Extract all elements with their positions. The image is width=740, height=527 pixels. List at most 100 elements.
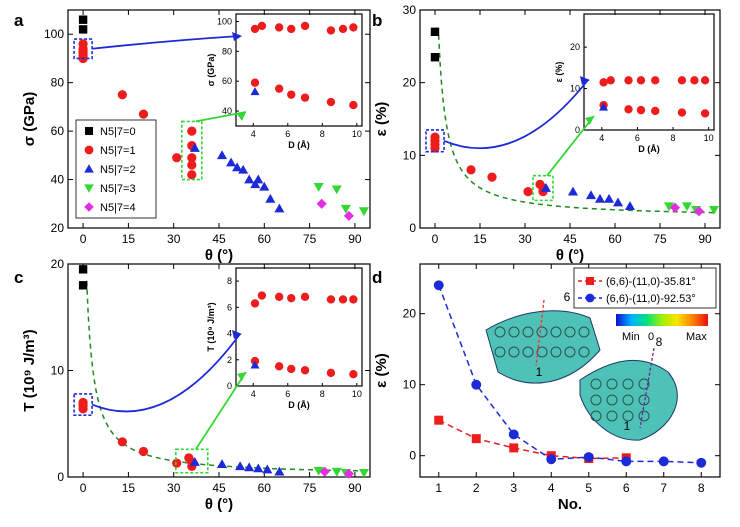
panel-a-inset-ylabel: σ (GPa) <box>206 54 216 87</box>
panel-c-point <box>262 464 273 474</box>
panel-c-x-tick-label: 0 <box>80 481 87 495</box>
legend-label: N5|7=1 <box>100 145 136 157</box>
panel-c-inset-y-tick-label: 6 <box>227 302 232 312</box>
panel-a-point <box>274 203 285 213</box>
panel-c-inset-y-tick-label: 0 <box>227 381 232 391</box>
panel-c-point <box>274 466 285 476</box>
panel-c-inset-y-tick-label: 4 <box>227 329 232 339</box>
panel-a-x-tick-label: 60 <box>258 232 272 246</box>
panel-a-letter: a <box>14 11 24 30</box>
legend-label: N5|7=0 <box>100 126 136 138</box>
panel-a-x-tick-label: 0 <box>80 232 87 246</box>
panel-b-x-tick-label: 60 <box>608 232 622 246</box>
panel-a-point <box>78 25 88 34</box>
panel-a-xlabel: θ (°) <box>205 247 233 264</box>
panel-a-arrowhead-blue <box>232 32 242 41</box>
panel-a-point <box>259 181 270 191</box>
panel-c-ylabel: T (10⁹ J/m³) <box>21 329 38 411</box>
panel-a-point <box>340 204 351 214</box>
panel-a-series-1 <box>78 39 197 180</box>
panel-a-inset-point <box>300 21 310 31</box>
panel-b-point <box>585 190 597 200</box>
panel-a-inset-point <box>250 87 260 96</box>
panel-b-inset-point <box>677 76 687 85</box>
panel-c-point <box>244 462 255 472</box>
legend-marker <box>84 184 94 193</box>
panel-d-x-tick-label: 1 <box>435 481 442 495</box>
panel-c-point <box>343 468 354 479</box>
nanotube-hexagon <box>622 394 634 406</box>
panel-b-inset-point <box>651 106 660 116</box>
nanotube-hexagon <box>508 346 520 358</box>
panel-a-legend: N5|7=0 N5|7=1 N5|7=2 N5|7=3 N5|7=4 <box>75 119 157 219</box>
panel-b-y-tick-label: 0 <box>409 221 416 235</box>
panel-a-point <box>216 150 228 160</box>
panel-d-point <box>434 415 444 425</box>
panel-a-arrow-green <box>195 111 247 123</box>
annotation-6: 6 <box>564 290 571 304</box>
panel-c-point <box>313 466 324 476</box>
panel-b-point <box>430 143 440 153</box>
panel-a-series-4 <box>316 198 354 221</box>
panel-c-inset-y-tick-label: 8 <box>227 276 232 286</box>
panel-c-inset-ylabel: T (10⁹ J/m³) <box>206 302 216 351</box>
panel-b-point <box>430 53 440 62</box>
panel-c-point <box>319 466 330 477</box>
panel-c-point <box>189 457 200 466</box>
panel-b-arrow-blue <box>443 79 589 150</box>
panel-a-inset-y-tick-label: 60 <box>222 76 232 86</box>
nanotube-hexagon <box>508 326 520 338</box>
panel-a-inset: 4 6 8 10 40 60 80 100 D (Å) σ (GPa) <box>206 13 363 150</box>
panel-b-inset-point <box>690 76 699 85</box>
panel-b-inset-point <box>677 108 687 117</box>
panel-b-inset-y-tick-label: 10 <box>570 84 580 94</box>
panel-c-arrowhead-blue <box>232 330 242 339</box>
panel-c-point <box>138 446 149 457</box>
panel-b-point <box>603 193 615 203</box>
panel-d-series-line <box>438 285 702 464</box>
panel-b-inset-point <box>636 76 646 85</box>
panel-d-point <box>621 456 632 467</box>
panel-c-inset-point <box>250 360 260 369</box>
panel-b-inset-ylabel: ε (%) <box>554 62 564 83</box>
panel-a-x-tick-label: 75 <box>303 232 317 246</box>
panel-b-inset-point <box>624 76 633 85</box>
panel-c-point <box>117 437 127 447</box>
panel-a-arrowhead-green <box>237 112 246 121</box>
panel-d-point <box>546 454 557 465</box>
panel-b-x-tick-label: 45 <box>563 232 577 246</box>
panel-d-x-tick-label: 5 <box>585 481 592 495</box>
panel-a-inset-point <box>300 93 310 102</box>
panel-a-point <box>253 174 264 184</box>
panel-a-inset-x-tick-label: 8 <box>320 129 325 139</box>
panel-c-y-tick-label: 10 <box>51 364 65 378</box>
panel-a-inset-y-tick-label: 80 <box>222 46 232 56</box>
panel-c-inset: 4 6 8 10 0 2 4 6 8 D (Å) T (10⁹ J/m³) <box>206 267 363 410</box>
panel-d-series-line <box>438 419 627 460</box>
panel-a-y-tick-label: 60 <box>51 124 65 138</box>
panel-a-inset-point <box>326 26 336 35</box>
panel-c-point <box>216 459 228 468</box>
panel-c-inset-x-tick-label: 10 <box>352 389 362 399</box>
legend-label: N5|7=2 <box>100 164 136 176</box>
panel-d-frame <box>419 263 721 478</box>
panel-a-inset-point <box>250 24 260 34</box>
panel-a-inset-x-tick-label: 10 <box>352 129 362 139</box>
legend-label: (6,6)-(11,0)-35.81° <box>606 276 696 288</box>
panel-a-point <box>172 153 182 163</box>
panel-b-inset-point <box>599 78 608 87</box>
panel-b-inset-point <box>651 76 660 85</box>
panel-b-point <box>669 202 681 213</box>
legend-marker <box>585 293 595 303</box>
panel-b-point <box>708 206 720 215</box>
nanotube-hexagon <box>494 346 506 358</box>
legend-marker <box>586 277 594 285</box>
legend-label: N5|7=3 <box>100 183 136 195</box>
panel-b-y-tick-label: 10 <box>403 148 417 162</box>
panel-b-point <box>567 186 579 196</box>
panel-c-y-tick-label: 20 <box>51 257 65 271</box>
panel-c-x-tick-label: 90 <box>348 481 362 495</box>
panel-c-inset-x-tick-label: 6 <box>285 389 290 399</box>
panel-b-x-tick-label: 90 <box>698 232 712 246</box>
panel-b-series-0 <box>430 27 440 62</box>
